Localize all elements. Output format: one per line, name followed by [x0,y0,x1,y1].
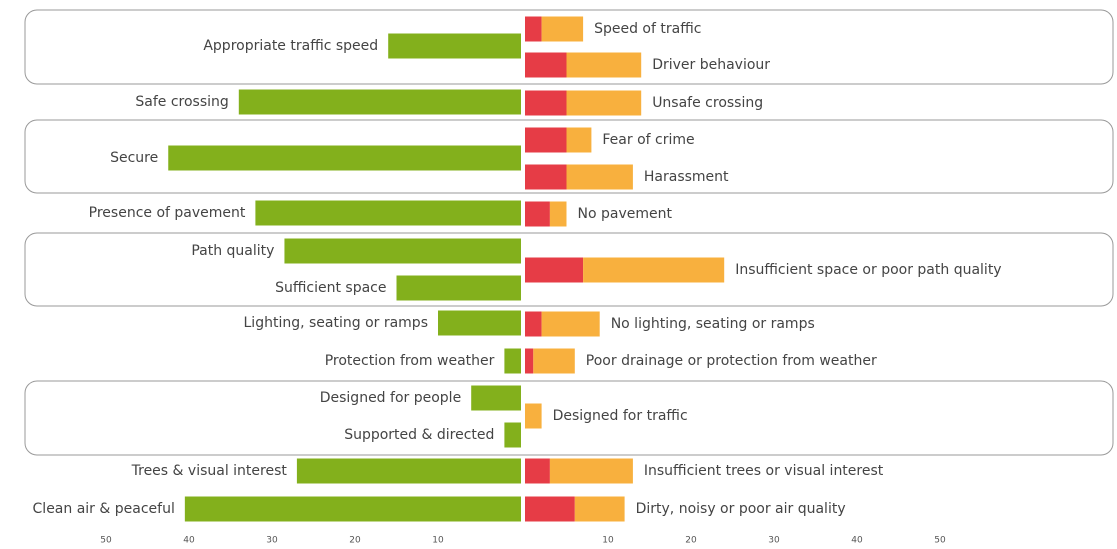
bar-label: Insufficient trees or visual interest [644,463,884,479]
x-tick-label: 40 [851,536,863,546]
bar-segment [525,257,584,283]
bar-label: Designed for traffic [553,408,688,424]
bar [184,496,521,522]
bar-segment [583,257,725,283]
bar-label: Safe crossing [135,94,228,110]
bar [168,145,521,171]
x-tick-label: 20 [349,536,361,546]
bar-label: Presence of pavement [89,205,246,221]
bar-segment [533,348,575,374]
bar-segment [525,16,542,42]
bar-segment [525,201,550,227]
bar-segment [549,458,633,484]
x-tick-label: 30 [266,536,278,546]
bar-label: Designed for people [320,390,461,406]
bar [284,238,521,264]
bar-label: Path quality [191,243,274,259]
bar-label: Supported & directed [344,427,494,443]
bar-label: Fear of crime [602,132,694,148]
x-tick-label: 10 [602,536,614,546]
bar-label: No pavement [578,206,673,222]
bar-label: Driver behaviour [652,57,770,73]
bar [388,33,521,59]
group-box [24,119,1114,194]
x-tick-label: 50 [934,536,946,546]
bar-segment [525,403,542,429]
bar-segment [566,52,642,78]
x-tick-label: 30 [768,536,780,546]
x-tick-label: 50 [100,536,112,546]
bar-segment [549,201,567,227]
bar-label: Appropriate traffic speed [203,38,378,54]
bar-segment [525,311,542,337]
bar [471,385,521,411]
bar-segment [566,90,642,116]
bar-segment [525,348,534,374]
bar [438,310,521,336]
bar-segment [525,458,550,484]
x-tick-label: 40 [183,536,195,546]
bar-label: Insufficient space or poor path quality [735,262,1001,278]
x-tick-label: 10 [432,536,444,546]
bar [504,348,521,374]
bar-label: Protection from weather [325,353,495,369]
bar-label: Sufficient space [275,280,386,296]
bar-label: Clean air & peaceful [33,501,175,517]
bar-segment [566,164,633,190]
bar-segment [525,164,567,190]
bar-segment [525,127,567,153]
bar [296,458,521,484]
bar-label: Poor drainage or protection from weather [586,353,877,369]
bar-segment [574,496,625,522]
bar [504,422,521,448]
bar [396,275,521,301]
bar-label: Dirty, noisy or poor air quality [636,501,846,517]
bar-label: Lighting, seating or ramps [244,315,429,331]
bar [255,200,521,226]
bar-label: No lighting, seating or ramps [611,316,815,332]
group-box [24,9,1114,85]
bar-label: Unsafe crossing [652,95,763,111]
bar-label: Secure [110,150,158,166]
bar-segment [541,311,600,337]
bar-label: Speed of traffic [594,21,701,37]
bar-segment [525,52,567,78]
bar-segment [525,496,575,522]
bar [238,89,522,115]
bar-segment [525,90,567,116]
x-tick-label: 20 [685,536,697,546]
group-box [24,232,1114,307]
bar-segment [541,16,584,42]
bar-label: Harassment [644,169,729,185]
bar-label: Trees & visual interest [131,463,288,479]
group-box [24,380,1114,456]
bar-segment [566,127,592,153]
